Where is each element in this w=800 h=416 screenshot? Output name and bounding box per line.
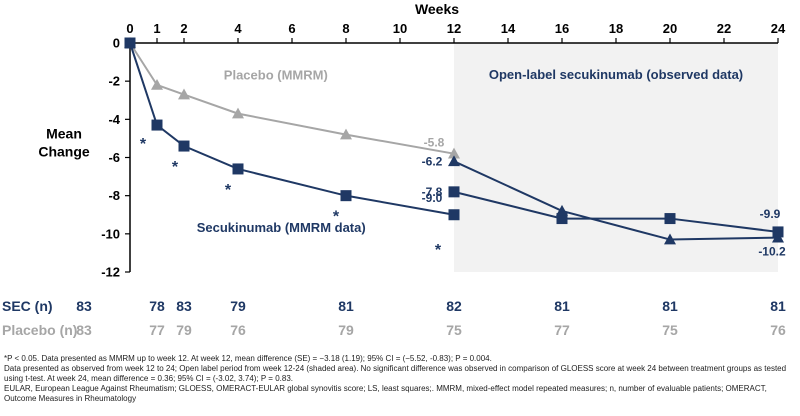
x-tick-label: 2 bbox=[180, 21, 187, 36]
data-label: -9.9 bbox=[760, 207, 781, 221]
significance-asterisk: * bbox=[435, 242, 442, 259]
y-tick-label: -6 bbox=[108, 150, 120, 165]
placebo-n-row: Placebo (n) 83 77 79 76 79 75 77 75 76 bbox=[0, 322, 800, 340]
series-1-line bbox=[129, 42, 455, 216]
series-2-line bbox=[453, 190, 779, 233]
series-1-point bbox=[232, 163, 244, 175]
series-1-point bbox=[340, 190, 352, 202]
series-1-point bbox=[448, 209, 460, 221]
y-axis-ticks: 0 -2 -4 -6 -8 -10 -12 bbox=[101, 36, 130, 280]
x-tick-label: 0 bbox=[126, 21, 133, 36]
footnote-2: Data presented as observed from week 12 … bbox=[4, 364, 787, 383]
significance-asterisk: * bbox=[333, 209, 340, 226]
significance-markers: * * * * * bbox=[140, 136, 442, 259]
y-tick-label: -4 bbox=[108, 112, 120, 127]
series-3-line bbox=[453, 160, 779, 241]
y-tick-label: -12 bbox=[101, 265, 120, 280]
series-2-point bbox=[664, 213, 676, 225]
n-value: 75 bbox=[446, 322, 462, 338]
n-value: 83 bbox=[76, 298, 92, 314]
series-0-point bbox=[151, 78, 163, 90]
series-1-point bbox=[178, 140, 190, 152]
data-label: -5.8 bbox=[424, 136, 445, 150]
x-tick-label: 12 bbox=[447, 21, 461, 36]
n-value: 77 bbox=[554, 322, 570, 338]
n-value: 83 bbox=[76, 322, 92, 338]
y-axis-title-line2: Change bbox=[38, 143, 90, 159]
data-label: -9.0 bbox=[422, 191, 443, 205]
x-tick-label: 20 bbox=[663, 21, 677, 36]
x-tick-label: 6 bbox=[288, 21, 295, 36]
placebo-series-label: Placebo (MMRM) bbox=[224, 67, 328, 82]
open-label-region-label: Open-label secukinumab (observed data) bbox=[489, 67, 743, 82]
sec-n-label: SEC (n) bbox=[2, 298, 53, 314]
n-value: 81 bbox=[554, 298, 570, 314]
x-tick-label: 8 bbox=[342, 21, 349, 36]
footnote-3: EULAR, European League Against Rheumatis… bbox=[4, 384, 767, 403]
data-label: -10.2 bbox=[758, 245, 786, 259]
n-value: 83 bbox=[176, 298, 192, 314]
series-3-point bbox=[556, 204, 568, 216]
series-0-point bbox=[232, 107, 244, 119]
y-tick-label: 0 bbox=[113, 36, 120, 51]
series-2-point bbox=[556, 213, 568, 225]
significance-asterisk: * bbox=[140, 136, 147, 153]
n-value: 78 bbox=[149, 298, 165, 314]
n-value: 79 bbox=[338, 322, 354, 338]
series-3-point bbox=[772, 231, 784, 243]
series-0-line bbox=[129, 42, 455, 155]
significance-asterisk: * bbox=[172, 159, 179, 176]
n-value: 76 bbox=[770, 322, 786, 338]
x-tick-label: 24 bbox=[771, 21, 786, 36]
open-label-shaded-region bbox=[454, 43, 778, 272]
data-label: -6.2 bbox=[422, 154, 443, 168]
data-label: -7.8 bbox=[422, 185, 443, 199]
series-1-point bbox=[151, 119, 163, 131]
secukinumab-series-label: Secukinumab (MMRM data) bbox=[197, 220, 366, 235]
n-value: 81 bbox=[662, 298, 678, 314]
n-value: 79 bbox=[230, 298, 246, 314]
data-labels: -5.8 -6.2 -7.8-9.0 -9.9 -10.2 bbox=[422, 136, 786, 259]
series-2-point bbox=[448, 186, 460, 198]
n-value: 82 bbox=[446, 298, 462, 314]
series-3-point bbox=[448, 155, 460, 167]
n-value: 79 bbox=[176, 322, 192, 338]
n-value: 75 bbox=[662, 322, 678, 338]
y-tick-label: -10 bbox=[101, 226, 120, 241]
n-value: 77 bbox=[149, 322, 165, 338]
footnote-1: *P < 0.05. Data presented as MMRM up to … bbox=[4, 354, 492, 363]
x-tick-label: 22 bbox=[717, 21, 731, 36]
series-0-point bbox=[340, 128, 352, 140]
x-tick-label: 4 bbox=[234, 21, 242, 36]
series-0-point bbox=[178, 88, 190, 100]
series-0-point bbox=[448, 147, 460, 159]
n-value: 81 bbox=[770, 298, 786, 314]
y-axis-title-line1: Mean bbox=[46, 125, 82, 141]
x-tick-label: 16 bbox=[555, 21, 569, 36]
line-chart: 0 2 4 6 8 10 12 14 16 18 20 22 241 0-2-4-6-8-10-12 W… bbox=[38, 1, 786, 280]
x-axis-title: Weeks bbox=[415, 1, 459, 17]
y-tick-label: -8 bbox=[108, 188, 120, 203]
x-tick-label: 10 bbox=[393, 21, 407, 36]
x-axis-ticks: 0 2 4 6 8 10 12 14 16 18 20 22 241 bbox=[126, 21, 786, 43]
x-tick-label: 18 bbox=[609, 21, 623, 36]
y-tick-label: -2 bbox=[108, 74, 120, 89]
n-value: 81 bbox=[338, 298, 354, 314]
significance-asterisk: * bbox=[225, 182, 232, 199]
footnotes: *P < 0.05. Data presented as MMRM up to … bbox=[4, 354, 796, 404]
series-1-point bbox=[124, 37, 136, 49]
series-3-point bbox=[664, 233, 676, 245]
placebo-n-label: Placebo (n) bbox=[2, 322, 78, 338]
n-value: 76 bbox=[230, 322, 246, 338]
x-tick-label: 14 bbox=[501, 21, 516, 36]
x-tick-label: 1 bbox=[153, 21, 160, 36]
series-layer bbox=[124, 37, 784, 245]
sec-n-row: SEC (n) 83 78 83 79 81 82 81 81 81 bbox=[0, 298, 800, 316]
